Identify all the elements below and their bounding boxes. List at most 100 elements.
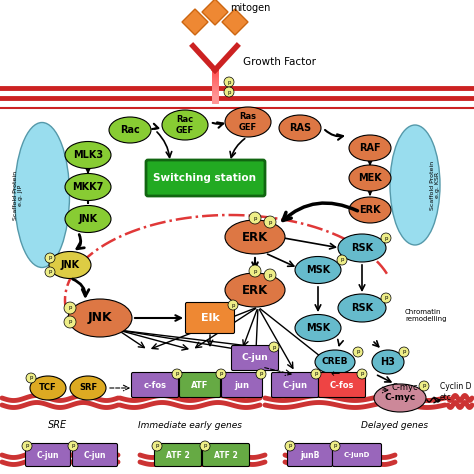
Text: RSK: RSK [351, 243, 373, 253]
Circle shape [357, 369, 367, 379]
Circle shape [353, 347, 363, 357]
FancyBboxPatch shape [155, 444, 201, 466]
Circle shape [224, 87, 234, 97]
Text: Rac: Rac [120, 125, 140, 135]
Text: C-junD: C-junD [344, 452, 370, 458]
Text: H3: H3 [381, 357, 395, 367]
Text: C-jun: C-jun [242, 354, 268, 363]
Circle shape [64, 316, 76, 328]
Text: p: p [253, 216, 257, 220]
Text: C-myc: C-myc [392, 383, 419, 392]
Ellipse shape [279, 115, 321, 141]
Text: p: p [48, 270, 52, 274]
Text: p: p [25, 444, 29, 448]
Text: p: p [71, 444, 75, 448]
Ellipse shape [295, 256, 341, 283]
FancyBboxPatch shape [131, 373, 179, 398]
Ellipse shape [349, 135, 391, 161]
Text: Chromatin
remodelling: Chromatin remodelling [405, 309, 447, 321]
Text: p: p [268, 219, 272, 225]
Text: ←: ← [330, 369, 340, 379]
Circle shape [68, 441, 78, 451]
Circle shape [172, 369, 182, 379]
Text: C-myc: C-myc [384, 393, 416, 402]
Text: p: p [227, 80, 231, 84]
Polygon shape [222, 9, 248, 35]
Text: p: p [360, 372, 364, 376]
Circle shape [249, 265, 261, 277]
Text: junB: junB [301, 450, 319, 459]
Ellipse shape [295, 315, 341, 341]
Text: p: p [259, 372, 263, 376]
Text: JNK: JNK [78, 214, 98, 224]
Text: p: p [29, 375, 33, 381]
Text: TCF: TCF [39, 383, 57, 392]
Text: MSK: MSK [306, 265, 330, 275]
Text: ERK: ERK [359, 205, 381, 215]
Text: ATF 2: ATF 2 [166, 450, 190, 459]
Text: p: p [402, 349, 406, 355]
Text: p: p [272, 345, 276, 349]
Text: MKK7: MKK7 [73, 182, 104, 192]
Ellipse shape [349, 197, 391, 223]
Text: MEK: MEK [358, 173, 382, 183]
Ellipse shape [349, 165, 391, 191]
Ellipse shape [338, 294, 386, 322]
Circle shape [200, 441, 210, 451]
Ellipse shape [65, 206, 111, 233]
Text: p: p [155, 444, 159, 448]
Text: p: p [219, 372, 223, 376]
Circle shape [269, 342, 279, 352]
Circle shape [45, 253, 55, 263]
Ellipse shape [65, 173, 111, 201]
Circle shape [228, 300, 238, 310]
FancyBboxPatch shape [231, 346, 279, 371]
Ellipse shape [374, 384, 426, 412]
Text: SRF: SRF [79, 383, 97, 392]
Text: p: p [68, 319, 72, 325]
Circle shape [330, 441, 340, 451]
Ellipse shape [49, 252, 91, 279]
Circle shape [264, 216, 276, 228]
Text: Ras
GEF: Ras GEF [239, 112, 257, 132]
Text: Elk: Elk [201, 313, 219, 323]
FancyBboxPatch shape [73, 444, 118, 466]
Circle shape [337, 255, 347, 265]
Text: C-jun: C-jun [37, 450, 59, 459]
Ellipse shape [225, 107, 271, 137]
FancyBboxPatch shape [185, 302, 235, 334]
Text: Scaffold Protein
e.g. JIP: Scaffold Protein e.g. JIP [13, 171, 23, 219]
Circle shape [216, 369, 226, 379]
Ellipse shape [372, 350, 404, 374]
Circle shape [285, 441, 295, 451]
Ellipse shape [225, 220, 285, 254]
Text: p: p [384, 295, 388, 301]
Text: Cyclin D
etc: Cyclin D etc [440, 383, 472, 401]
Text: p: p [333, 444, 337, 448]
Text: p: p [227, 90, 231, 94]
Circle shape [264, 269, 276, 281]
FancyBboxPatch shape [26, 444, 71, 466]
Ellipse shape [15, 122, 70, 267]
Text: Immediate early genes: Immediate early genes [138, 420, 242, 429]
Text: p: p [384, 236, 388, 240]
Text: C-jun: C-jun [84, 450, 106, 459]
Text: p: p [253, 268, 257, 273]
Text: C-jun: C-jun [283, 381, 308, 390]
Ellipse shape [68, 299, 132, 337]
Text: ERK: ERK [242, 283, 268, 297]
Ellipse shape [162, 110, 208, 140]
Text: ERK: ERK [242, 230, 268, 244]
Text: C-fos: C-fos [330, 381, 354, 390]
Circle shape [224, 77, 234, 87]
Circle shape [26, 373, 36, 383]
Text: p: p [175, 372, 179, 376]
Text: Scaffold Protein
e.g. KSR: Scaffold Protein e.g. KSR [429, 160, 440, 210]
Text: c-fos: c-fos [144, 381, 166, 390]
Ellipse shape [390, 125, 440, 245]
Ellipse shape [30, 376, 66, 400]
Text: Switching station: Switching station [154, 173, 256, 183]
Text: Delayed genes: Delayed genes [362, 420, 428, 429]
Text: p: p [422, 383, 426, 389]
Ellipse shape [315, 350, 355, 374]
